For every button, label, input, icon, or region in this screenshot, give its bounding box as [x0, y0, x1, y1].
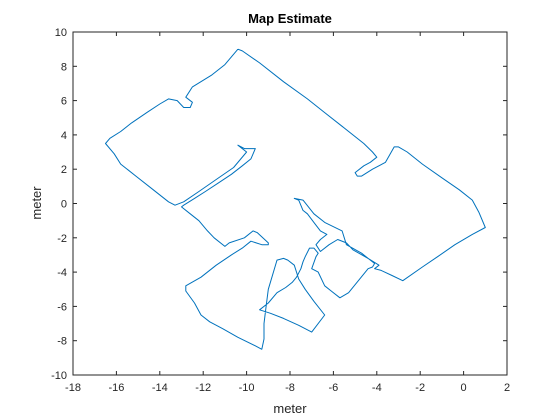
y-axis-ticks: [73, 31, 507, 376]
x-tick-label: -14: [152, 382, 168, 394]
x-axis-ticks: [72, 32, 508, 375]
x-tick-label: 0: [461, 382, 467, 394]
y-tick-label: 0: [61, 199, 67, 211]
y-tick-label: 4: [61, 130, 67, 142]
y-tick-label: -4: [57, 267, 67, 279]
y-tick-label: -8: [57, 336, 67, 348]
y-tick-label: 8: [61, 61, 67, 73]
y-tick-label: -2: [57, 233, 67, 245]
map-estimate-line: [105, 48, 486, 350]
y-tick-label: 10: [55, 27, 67, 39]
plot-area: [72, 31, 508, 376]
x-tick-label: -12: [195, 382, 211, 394]
x-tick-label: -4: [372, 382, 382, 394]
x-tick-label: 2: [504, 382, 510, 394]
x-tick-label: -6: [329, 382, 339, 394]
chart-title: Map Estimate: [248, 11, 332, 26]
x-tick-label: -2: [415, 382, 425, 394]
y-tick-label: 2: [61, 164, 67, 176]
y-tick-label: -10: [51, 370, 67, 382]
y-tick-label: 6: [61, 96, 67, 108]
y-axis-tick-labels: -10 -8 -6 -4 -2 0 2 4 6 8 10: [51, 27, 67, 382]
y-axis-label: meter: [29, 186, 44, 220]
x-axis-label: meter: [273, 401, 307, 416]
y-tick-label: -6: [57, 301, 67, 313]
x-tick-label: -16: [108, 382, 124, 394]
x-axis-tick-labels: -18 -16 -14 -12 -10 -8 -6 -4 -2 0 2: [65, 382, 510, 394]
x-tick-label: -10: [239, 382, 255, 394]
x-tick-label: -18: [65, 382, 81, 394]
x-tick-label: -8: [285, 382, 295, 394]
